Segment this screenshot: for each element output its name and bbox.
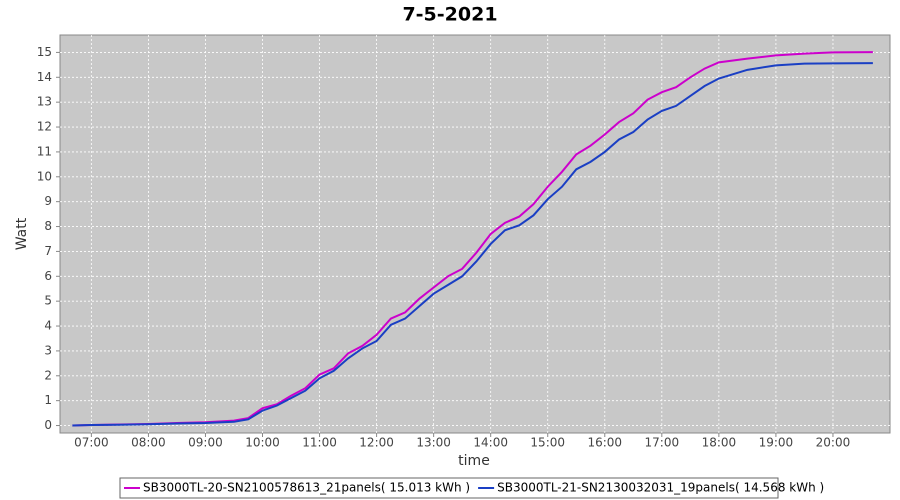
x-tick-label: 14:00 <box>473 436 508 450</box>
y-tick-label: 6 <box>44 269 52 283</box>
y-tick-label: 10 <box>37 169 52 183</box>
x-tick-label: 08:00 <box>131 436 166 450</box>
y-tick-label: 11 <box>37 144 52 158</box>
y-tick-label: 8 <box>44 219 52 233</box>
x-axis-label: time <box>458 453 490 469</box>
x-tick-label: 16:00 <box>587 436 622 450</box>
x-tick-label: 12:00 <box>359 436 394 450</box>
y-tick-label: 1 <box>44 393 52 407</box>
y-tick-label: 3 <box>44 343 52 357</box>
x-tick-label: 15:00 <box>530 436 565 450</box>
line-series <box>72 62 873 427</box>
y-tick-label: 12 <box>37 120 52 134</box>
x-tick-label: 19:00 <box>759 436 794 450</box>
legend <box>119 477 779 499</box>
y-tick-label: 9 <box>44 194 52 208</box>
y-axis-label: Watt <box>14 217 30 250</box>
y-tick-label: 7 <box>44 244 52 258</box>
x-tick-label: 09:00 <box>188 436 223 450</box>
y-tick-label: 14 <box>37 70 52 84</box>
line-series <box>72 51 873 427</box>
x-tick-label: 10:00 <box>245 436 280 450</box>
x-tick-label: 13:00 <box>416 436 451 450</box>
legend-label: SB3000TL-20-SN2100578613_21panels( 15.01… <box>143 481 470 495</box>
y-tick-label: 2 <box>44 368 52 382</box>
plot-area <box>59 34 891 434</box>
chart-title: 7-5-2021 <box>402 4 497 26</box>
y-tick-label: 15 <box>37 45 52 59</box>
x-tick-label: 11:00 <box>302 436 337 450</box>
y-tick-label: 5 <box>44 294 52 308</box>
y-tick-label: 4 <box>44 319 52 333</box>
legend-label: SB3000TL-21-SN2130032031_19panels( 14.56… <box>497 481 824 495</box>
x-tick-label: 17:00 <box>645 436 680 450</box>
x-tick-label: 07:00 <box>74 436 109 450</box>
x-tick-label: 20:00 <box>816 436 851 450</box>
y-tick-label: 0 <box>44 418 52 432</box>
y-tick-label: 13 <box>37 95 52 109</box>
x-tick-label: 18:00 <box>702 436 737 450</box>
